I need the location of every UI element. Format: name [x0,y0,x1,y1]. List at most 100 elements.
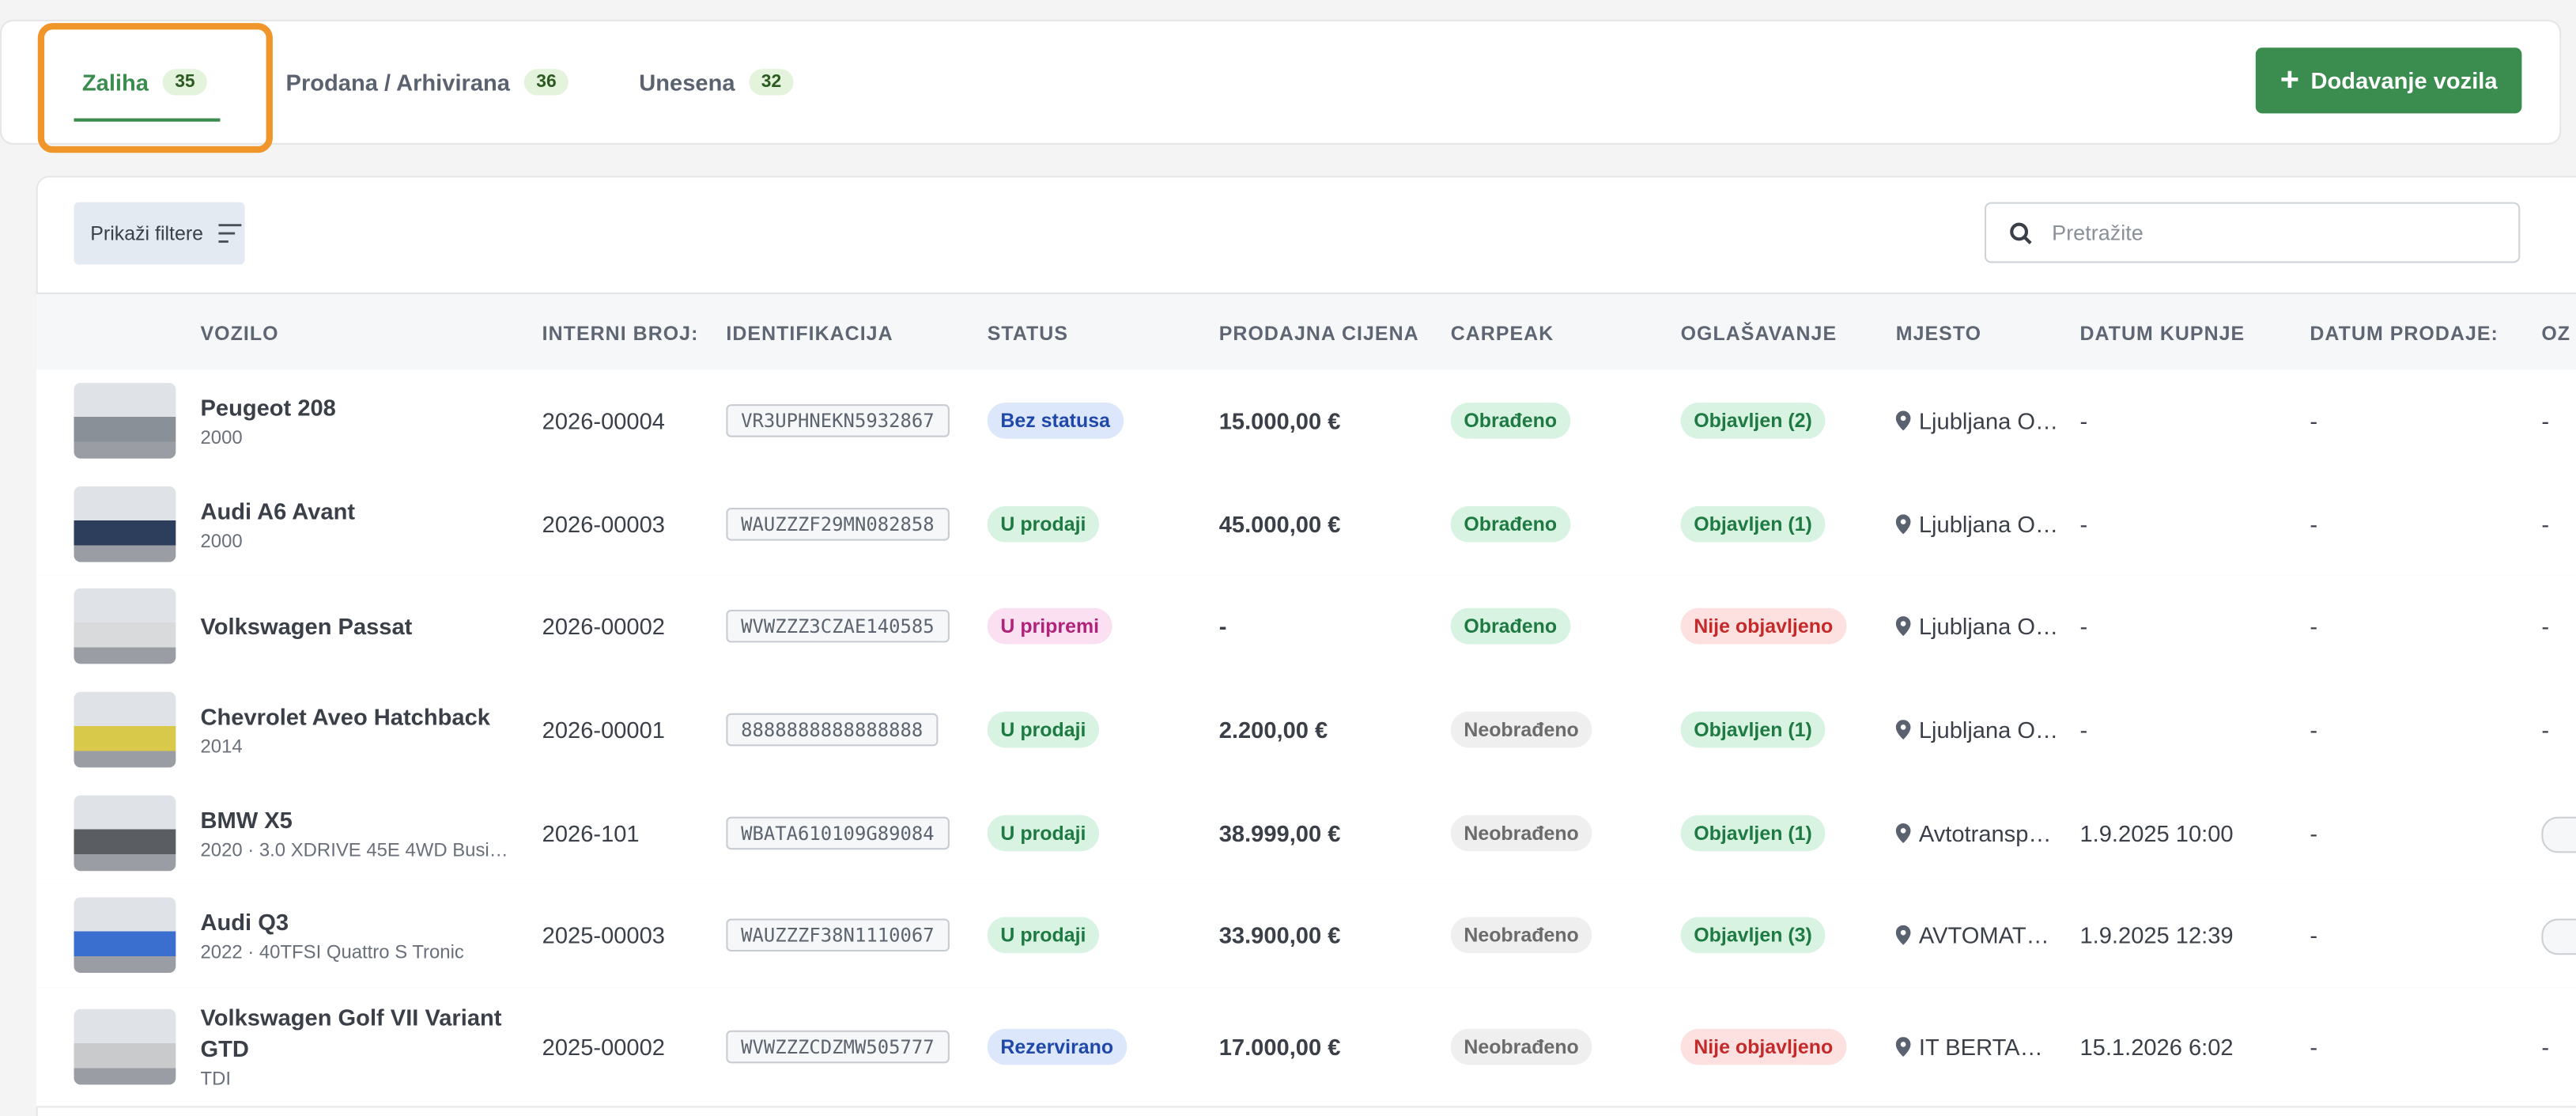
vin-cell: VR3UPHNEKN5932867 [726,370,950,473]
tab-underline [74,118,221,122]
carpeak-badge-cell: Obrađeno [1450,576,1570,679]
ad-badge-cell: Objavljen (2) [1680,370,1826,473]
table-row[interactable]: Audi Q3 2022 · 40TFSI Quattro S Tronic 202… [36,883,2576,989]
purchase-date: - [2079,510,2088,538]
vin: WAUZZZF29MN082858 [726,507,950,541]
highlight [37,23,273,153]
location-cell: AVTOMAT… [1895,884,2049,987]
search-icon [2010,221,2032,244]
column-header: CARPEAK [1450,321,1554,345]
vin-cell: WVWZZZ3CZAE140585 [726,576,950,679]
table-row[interactable]: Peugeot 208 2000 2026-00004 VR3UPHNEKN59328… [36,369,2576,475]
vehicle-thumbnail [74,691,176,768]
status-badge: U prodaji [987,711,1100,748]
filter-icon [217,224,241,243]
vin: WAUZZZF38N1110067 [726,919,950,952]
table-row[interactable]: Volkswagen Passat 2026-00002 WVWZZZ3CZAE14… [36,575,2576,680]
sale-date: - [2310,510,2318,538]
column-header: DATUM KUPNJE [2079,321,2246,345]
vin-cell: WBATA610109G89084 [726,781,950,884]
carpeak-badge: Neobrađeno [1450,917,1592,954]
vehicle-thumbnail [74,795,176,871]
vin-cell: 8888888888888888 [726,679,938,781]
ad-badge-cell: Nije objavljeno [1680,576,1846,679]
location: Ljubljana O… [1918,407,2059,435]
sale-date: - [2310,717,2318,743]
carpeak-badge: Obrađeno [1450,403,1570,440]
location-cell: IT BERTA… [1895,987,2043,1106]
location-cell: Ljubljana O… [1895,370,2059,473]
search-input[interactable]: Pretražite [1984,202,2521,263]
extra: - [2541,717,2550,743]
tab[interactable]: Unesena 32 [639,20,793,143]
ad-badge: Objavljen (1) [1680,814,1826,851]
vehicle-thumbnail [74,1008,176,1084]
pin-icon [1895,720,1911,740]
carpeak-badge-cell: Neobrađeno [1450,987,1592,1106]
price: 17.000,00 € [1218,1033,1341,1060]
status-badge-cell: U prodaji [987,473,1100,576]
purchase-date: 1.9.2025 12:39 [2079,922,2234,949]
location-cell: Ljubljana O… [1895,679,2059,781]
filter-button[interactable]: Prikaži filtere [74,202,245,265]
tab[interactable]: Zaliha 35 [81,20,207,143]
pin-icon [1895,925,1911,946]
pin-icon [1895,823,1911,843]
carpeak-badge-cell: Obrađeno [1450,370,1570,473]
tab[interactable]: Prodana / Arhivirana 36 [286,20,568,143]
column-header: PRODAJNA CIJENA [1218,321,1419,345]
extra: - [2541,510,2550,538]
sale-date: - [2310,407,2318,435]
table-row[interactable]: BMW X5 2020 · 3.0 XDRIVE 45E 4WD Busi… 202… [36,781,2576,886]
tab-label: Unesena [639,68,735,95]
vehicle-thumbnail [74,486,176,562]
purchase-date: - [2079,717,2088,743]
ad-badge: Objavljen (1) [1680,505,1826,543]
location-cell: Ljubljana O… [1895,576,2058,679]
price: 38.999,00 € [1218,819,1341,846]
ad-badge: Objavljen (1) [1680,711,1826,748]
internal-number: 2025-00003 [542,922,665,949]
vehicle-subtitle: 2020 · 3.0 XDRIVE 45E 4WD Busi… [200,841,508,861]
table-row[interactable]: Volkswagen Golf VII Variant GTD TDI 2025-0… [36,986,2576,1107]
table-header: VOZILO INTERNI BROJ: IDENTIFIKACIJA STATUS P… [36,292,2576,373]
column-header: DATUM PRODAJE: [2310,321,2499,345]
status-badge: U prodaji [987,814,1100,851]
carpeak-badge: Neobrađeno [1450,1027,1592,1065]
add-vehicle-button[interactable]: + Dodavanje vozila [2255,47,2522,114]
vehicle-name: Audi Q3 [200,909,289,936]
extra: - [2541,1033,2550,1060]
ad-badge: Nije objavljeno [1680,1027,1846,1065]
table-row[interactable]: Audi A6 Avant 2000 2026-00003 WAUZZZF29MN08… [36,472,2576,577]
internal-number: 2026-00001 [542,717,665,743]
tab-count: 32 [750,68,793,95]
vin: VR3UPHNEKN5932867 [726,404,950,438]
carpeak-badge: Neobrađeno [1450,814,1592,851]
carpeak-badge-cell: Obrađeno [1450,473,1570,576]
purchase-date: 1.9.2025 10:00 [2079,819,2234,846]
extra: - [2541,407,2550,435]
location: Ljubljana O… [1918,717,2059,743]
column-header: MJESTO [1895,321,1982,345]
pin-icon [1895,1036,1911,1057]
status-badge-cell: U prodaji [987,679,1100,781]
price: 33.900,00 € [1218,922,1341,949]
column-header: INTERNI BROJ: [542,321,699,345]
plus-icon: + [2279,62,2299,99]
ad-badge-cell: Objavljen (1) [1680,473,1826,576]
pin-icon [1895,514,1911,535]
vehicle-name: Volkswagen Golf VII Variant GTD [200,1004,502,1062]
status-badge: U prodaji [987,505,1100,543]
tab-label: Zaliha [81,68,149,95]
table-row[interactable]: Chevrolet Aveo Hatchback 2014 2026-00001 88… [36,678,2576,783]
carpeak-badge: Obrađeno [1450,608,1570,645]
vehicle-subtitle: 2014 [200,738,243,759]
ad-badge: Objavljen (3) [1680,917,1826,954]
vehicle-thumbnail [74,588,176,665]
extra-chip [2541,816,2576,853]
price: 15.000,00 € [1218,407,1341,435]
column-header: OZ [2541,321,2571,345]
ad-badge-cell: Objavljen (1) [1680,781,1826,884]
sale-date: - [2310,614,2318,641]
